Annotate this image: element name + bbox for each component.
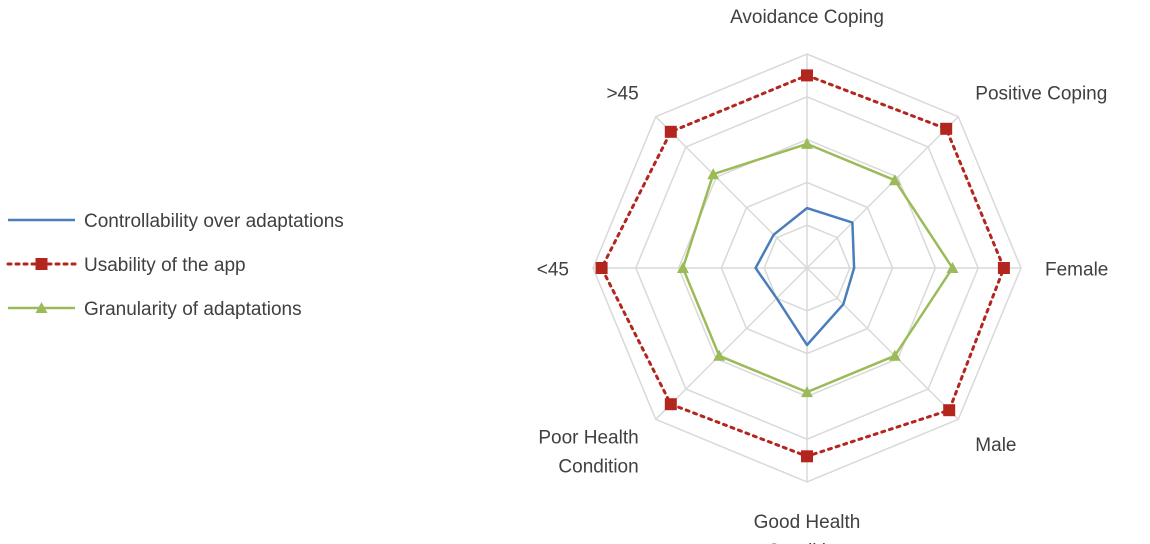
axis-label-line: Condition <box>767 541 847 544</box>
data-point-1-4 <box>801 450 813 463</box>
series-line-0 <box>754 206 856 347</box>
data-point-1-5 <box>664 398 677 411</box>
axis-label-1: Positive Coping <box>975 84 1107 105</box>
axis-spoke-3 <box>806 267 959 420</box>
axis-label-line: Male <box>975 435 1016 456</box>
series-2 <box>676 137 959 398</box>
axis-label-line: <45 <box>537 259 569 280</box>
axis-label-line: >45 <box>606 84 638 105</box>
series-1 <box>595 69 1010 463</box>
legend-item-0: Controllability over adaptations <box>8 211 344 232</box>
axis-label-3: Male <box>975 435 1016 456</box>
legend-marker <box>35 302 48 313</box>
axis-label-6: <45 <box>537 259 569 280</box>
axis-label-line: Condition <box>558 457 638 478</box>
axis-spoke-1 <box>806 116 959 269</box>
axis-label-line: Female <box>1045 259 1108 280</box>
axis-label-2: Female <box>1045 259 1108 280</box>
data-point-2-3 <box>888 349 901 361</box>
axis-label-5: Poor Health Condition <box>538 428 638 478</box>
data-point-1-0 <box>801 69 813 82</box>
legend-item-2: Granularity of adaptations <box>8 299 302 320</box>
data-point-2-6 <box>676 262 689 273</box>
axis-labels: Avoidance Coping Positive Coping Female Mal… <box>537 7 1109 544</box>
axis-label-7: >45 <box>606 84 638 105</box>
legend-label: Controllability over adaptations <box>84 211 344 232</box>
data-point-1-2 <box>997 262 1010 274</box>
legend-label: Granularity of adaptations <box>84 299 302 320</box>
data-point-2-2 <box>946 262 959 273</box>
axis-label-0: Avoidance Coping <box>730 7 884 28</box>
series-0 <box>754 206 856 347</box>
data-point-1-6 <box>595 262 608 274</box>
data-point-1-7 <box>664 125 677 138</box>
axis-spoke-7 <box>655 116 808 269</box>
radar-series-group <box>595 69 1010 463</box>
axis-label-4: Good Health Condition <box>754 512 861 544</box>
data-point-2-7 <box>707 168 720 180</box>
axis-label-line: Positive Coping <box>975 84 1107 105</box>
axis-label-line: Good Health <box>754 512 861 533</box>
axis-label-line: Avoidance Coping <box>730 7 884 28</box>
data-point-2-5 <box>713 349 726 361</box>
data-point-2-4 <box>801 386 813 398</box>
legend: Controllability over adaptations Usabilit… <box>6 211 344 320</box>
radar-axes <box>593 54 1021 482</box>
data-point-2-0 <box>801 137 813 149</box>
data-point-1-1 <box>940 122 953 135</box>
data-point-2-1 <box>888 174 901 186</box>
legend-item-1: Usability of the app <box>6 255 246 276</box>
legend-marker <box>35 258 48 270</box>
axis-spoke-5 <box>655 267 808 420</box>
legend-label: Usability of the app <box>84 255 246 276</box>
data-point-1-3 <box>943 404 956 417</box>
axis-label-line: Poor Health <box>538 428 638 449</box>
